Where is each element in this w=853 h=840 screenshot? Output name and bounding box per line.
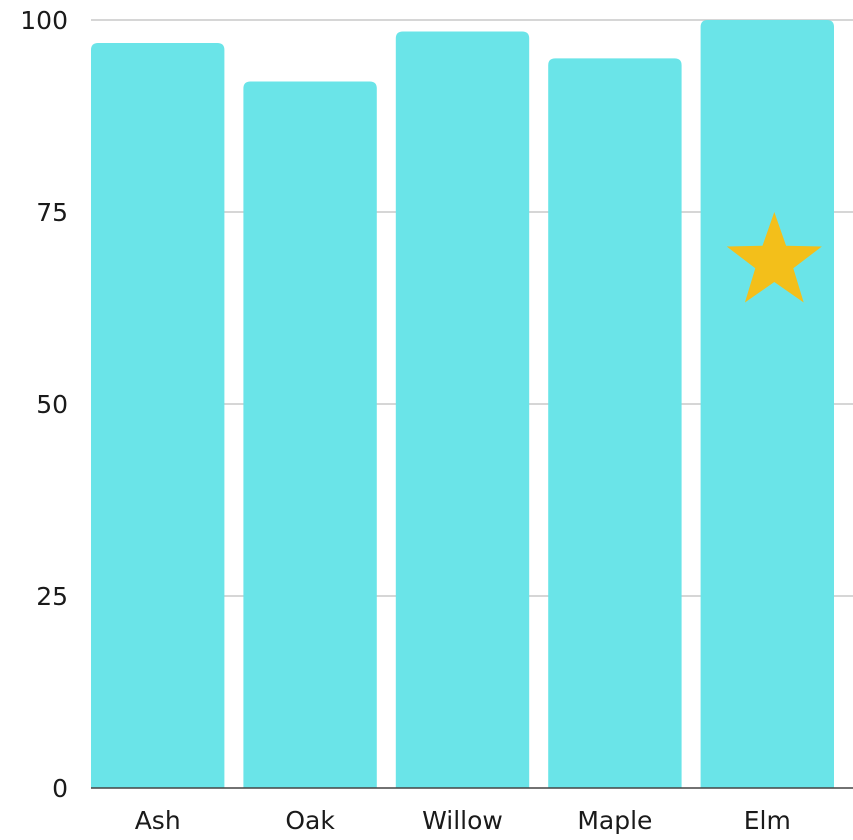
y-tick-label-50: 50	[36, 390, 68, 419]
x-tick-label-maple: Maple	[577, 806, 652, 835]
x-tick-label-oak: Oak	[285, 806, 335, 835]
y-axis-ticks: 0 25 50 75 100	[20, 6, 68, 803]
bar-willow	[395, 31, 530, 788]
x-tick-label-willow: Willow	[422, 806, 503, 835]
x-axis-ticks: Ash Oak Willow Maple Elm	[135, 806, 791, 835]
y-tick-label-25: 25	[36, 582, 68, 611]
y-tick-label-100: 100	[20, 6, 68, 35]
bar-maple	[548, 58, 682, 788]
bar-elm	[700, 20, 834, 788]
markers	[726, 212, 822, 303]
x-tick-label-ash: Ash	[135, 806, 181, 835]
bar-ash	[91, 43, 225, 789]
x-tick-label-elm: Elm	[744, 806, 791, 835]
y-tick-label-75: 75	[36, 198, 68, 227]
bars	[91, 20, 834, 789]
star-icon	[726, 212, 822, 303]
bar-oak	[243, 81, 377, 788]
y-tick-label-0: 0	[52, 774, 68, 803]
